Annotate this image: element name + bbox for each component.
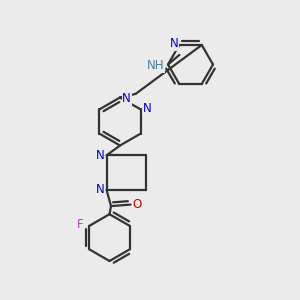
Text: N: N: [95, 149, 104, 162]
Text: N: N: [122, 92, 131, 105]
Text: N: N: [143, 102, 152, 115]
Text: N: N: [95, 183, 104, 196]
Text: F: F: [77, 218, 83, 231]
Text: N: N: [169, 37, 178, 50]
Text: NH: NH: [147, 59, 165, 72]
Text: O: O: [133, 198, 142, 211]
